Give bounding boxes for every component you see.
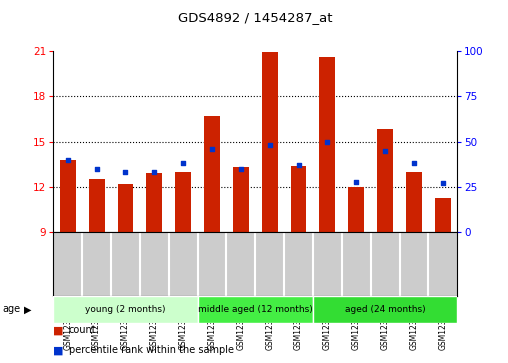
Text: ■: ■: [53, 325, 64, 335]
Text: percentile rank within the sample: percentile rank within the sample: [69, 345, 234, 355]
Text: count: count: [69, 325, 96, 335]
Text: middle aged (12 months): middle aged (12 months): [198, 305, 312, 314]
Bar: [435, 197, 451, 232]
Point: [410, 160, 418, 166]
Point: [266, 142, 274, 148]
Point: [295, 162, 303, 168]
Point: [150, 170, 158, 175]
Bar: [320, 57, 335, 232]
Bar: [175, 172, 191, 232]
Point: [179, 160, 187, 166]
Point: [352, 179, 360, 184]
Point: [439, 180, 447, 186]
Point: [92, 166, 101, 172]
Point: [121, 170, 130, 175]
Text: ■: ■: [53, 345, 64, 355]
Bar: [204, 116, 220, 232]
Point: [64, 157, 72, 163]
Bar: [146, 174, 162, 232]
Bar: [53, 296, 198, 323]
Text: GDS4892 / 1454287_at: GDS4892 / 1454287_at: [178, 11, 333, 24]
Bar: [60, 160, 76, 232]
Bar: [348, 187, 364, 232]
Point: [208, 146, 216, 152]
Bar: [377, 130, 393, 232]
Bar: [117, 184, 134, 232]
Bar: [291, 166, 306, 232]
Bar: [233, 167, 249, 232]
Bar: [198, 296, 313, 323]
Text: age: age: [3, 305, 21, 314]
Bar: [89, 179, 105, 232]
Text: young (2 months): young (2 months): [85, 305, 166, 314]
Bar: [262, 52, 278, 232]
Text: aged (24 months): aged (24 months): [345, 305, 425, 314]
Bar: [313, 296, 457, 323]
Point: [237, 166, 245, 172]
Point: [323, 139, 331, 144]
Text: ▶: ▶: [24, 305, 32, 314]
Point: [381, 148, 389, 154]
Bar: [406, 172, 422, 232]
